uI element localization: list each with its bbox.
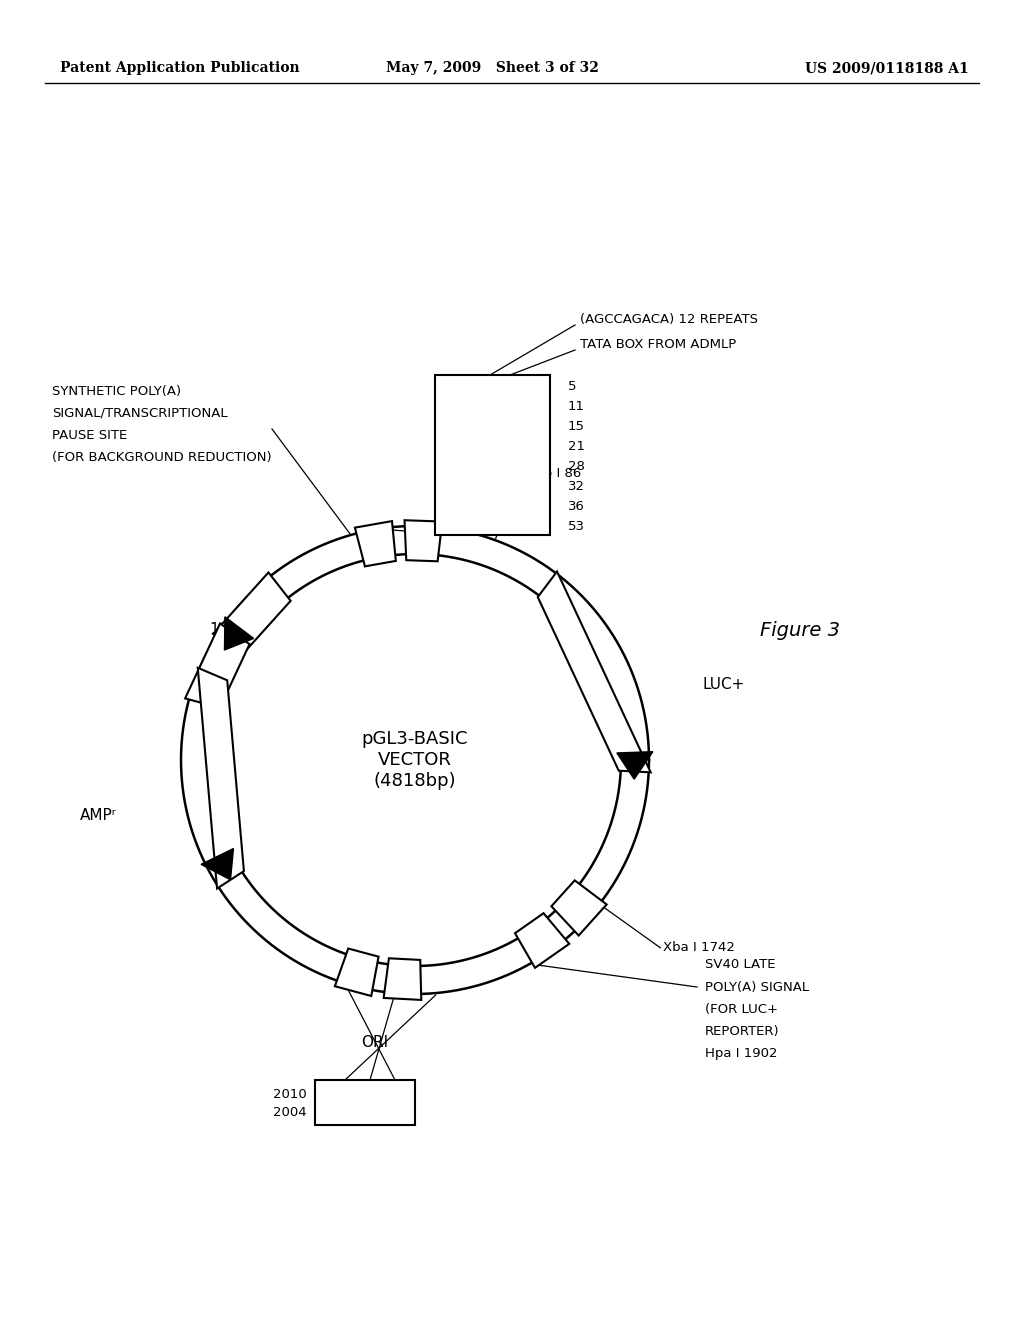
- Bar: [435, 375, 550, 535]
- Text: (FOR LUC+: (FOR LUC+: [705, 1002, 778, 1015]
- Text: Nhe I: Nhe I: [441, 440, 475, 453]
- Polygon shape: [224, 616, 254, 649]
- Text: US 2009/0118188 A1: US 2009/0118188 A1: [805, 61, 969, 75]
- Polygon shape: [213, 573, 291, 653]
- Text: 2004: 2004: [273, 1106, 307, 1119]
- Polygon shape: [515, 913, 569, 968]
- Bar: [315, 1080, 415, 1125]
- Polygon shape: [198, 668, 244, 888]
- Text: 36: 36: [568, 499, 585, 512]
- Text: SV40 LATE: SV40 LATE: [705, 958, 775, 972]
- Text: POLY(A) SIGNAL: POLY(A) SIGNAL: [705, 981, 809, 994]
- Text: Mlu I: Mlu I: [441, 420, 473, 433]
- Text: Nar I 121: Nar I 121: [489, 411, 551, 422]
- Text: Hind III: Hind III: [441, 520, 487, 532]
- Polygon shape: [384, 958, 421, 1001]
- Text: 53: 53: [568, 520, 585, 532]
- Text: SYNTHETIC POLY(A): SYNTHETIC POLY(A): [52, 385, 181, 399]
- Text: Figure 3: Figure 3: [760, 620, 840, 639]
- Text: Patent Application Publication: Patent Application Publication: [60, 61, 300, 75]
- Text: 11 ORI: 11 ORI: [210, 623, 261, 638]
- Text: (AGCCAGACA) 12 REPEATS: (AGCCAGACA) 12 REPEATS: [580, 314, 758, 326]
- Text: 28: 28: [568, 459, 585, 473]
- Text: Bgl II: Bgl II: [441, 499, 474, 512]
- Text: May 7, 2009   Sheet 3 of 32: May 7, 2009 Sheet 3 of 32: [386, 61, 598, 75]
- Text: TATA BOX FROM ADMLP: TATA BOX FROM ADMLP: [580, 338, 736, 351]
- Text: 11: 11: [568, 400, 585, 412]
- Text: Nco I 86: Nco I 86: [527, 467, 582, 480]
- Text: 15: 15: [568, 420, 585, 433]
- Polygon shape: [355, 521, 396, 566]
- Polygon shape: [404, 520, 442, 561]
- Text: Kpn I: Kpn I: [441, 380, 475, 392]
- Text: PAUSE SITE: PAUSE SITE: [52, 429, 127, 442]
- Text: AMPʳ: AMPʳ: [80, 808, 117, 822]
- Polygon shape: [616, 751, 653, 779]
- Text: (FOR BACKGROUND REDUCTION): (FOR BACKGROUND REDUCTION): [52, 451, 271, 465]
- Text: REPORTER): REPORTER): [705, 1024, 779, 1038]
- Text: pGL3-BASIC
VECTOR
(4818bp): pGL3-BASIC VECTOR (4818bp): [361, 730, 468, 789]
- Polygon shape: [335, 949, 379, 997]
- Text: Xba I 1742: Xba I 1742: [664, 941, 735, 954]
- Text: 32: 32: [568, 479, 585, 492]
- Text: Sma I: Sma I: [441, 459, 478, 473]
- Text: Hpa I 1902: Hpa I 1902: [705, 1047, 777, 1060]
- Text: SIGNAL/TRANSCRIPTIONAL: SIGNAL/TRANSCRIPTIONAL: [52, 407, 227, 420]
- Text: Xho I: Xho I: [441, 479, 475, 492]
- Text: Sac I: Sac I: [441, 400, 473, 412]
- Polygon shape: [185, 623, 250, 708]
- Polygon shape: [201, 849, 233, 880]
- Text: Sal I: Sal I: [321, 1088, 349, 1101]
- Text: LUC+: LUC+: [702, 677, 744, 692]
- Text: ORI: ORI: [361, 1035, 388, 1049]
- Text: 2010: 2010: [273, 1088, 307, 1101]
- Polygon shape: [551, 880, 606, 936]
- Polygon shape: [538, 572, 650, 772]
- Text: 5: 5: [568, 380, 577, 392]
- Text: 21: 21: [568, 440, 585, 453]
- Text: BamH I: BamH I: [321, 1106, 369, 1119]
